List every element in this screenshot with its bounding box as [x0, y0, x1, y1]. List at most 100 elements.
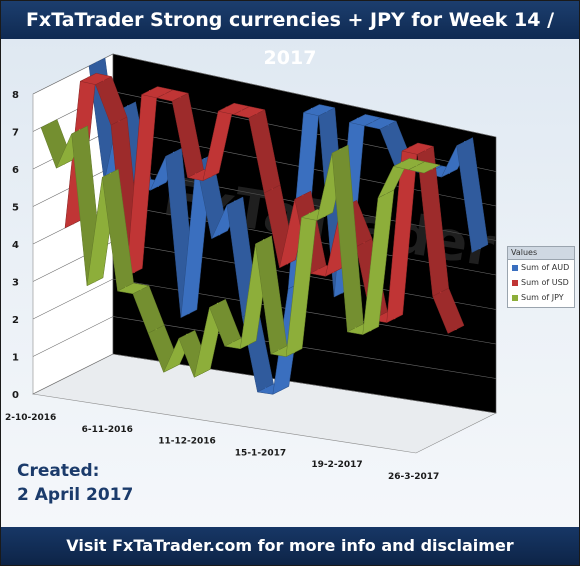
data-point: [308, 212, 310, 214]
data-point: [278, 349, 280, 351]
data-point: [400, 161, 402, 163]
y-tick-label: 5: [12, 203, 19, 214]
data-point: [341, 292, 343, 294]
data-point: [149, 90, 151, 92]
data-point: [409, 146, 411, 148]
data-point: [326, 111, 328, 113]
y-tick-label: 3: [12, 278, 19, 289]
data-point: [63, 163, 65, 165]
data-point: [286, 263, 289, 265]
data-point: [203, 158, 205, 160]
x-tick-label: 15-1-2017: [235, 448, 286, 458]
series-sum-of-jpy: [40, 119, 441, 378]
chart-legend: Values Sum of AUD Sum of USD Sum of JPY: [507, 246, 575, 308]
data-point: [103, 80, 105, 82]
data-point: [96, 61, 98, 63]
data-point: [372, 121, 374, 123]
data-point: [370, 330, 372, 332]
data-point: [133, 271, 135, 273]
data-point: [173, 151, 175, 153]
data-point: [186, 333, 188, 335]
data-point: [48, 122, 50, 125]
data-point: [332, 271, 334, 273]
data-point: [109, 172, 111, 174]
data-point: [356, 117, 358, 119]
data-point: [264, 387, 267, 389]
data-point: [225, 106, 227, 108]
created-date: 2 April 2017: [17, 485, 134, 505]
legend-item-aud: Sum of AUD: [508, 260, 574, 275]
data-point: [479, 247, 481, 250]
y-tick-label: 8: [12, 90, 19, 101]
legend-title: Values: [508, 247, 574, 260]
legend-label-aud: Sum of AUD: [521, 263, 570, 272]
x-tick-label: 2-10-2016: [5, 413, 56, 423]
data-point: [188, 313, 190, 315]
data-point: [140, 289, 142, 291]
gridline: [32, 316, 497, 379]
data-point: [171, 367, 173, 369]
data-point: [125, 286, 127, 288]
x-tick-label: 11-12-2016: [158, 437, 216, 447]
data-point: [394, 318, 396, 320]
x-tick-label: 6-11-2016: [82, 425, 133, 435]
y-tick-label: 2: [12, 315, 19, 326]
data-point: [201, 372, 203, 374]
data-point: [424, 149, 426, 151]
footer-link[interactable]: Visit FxTaTrader.com for more info and d…: [1, 527, 579, 565]
series-segment: [432, 287, 465, 334]
legend-swatch-aud: [512, 264, 518, 271]
data-point: [79, 129, 81, 131]
data-point: [464, 141, 466, 143]
data-point: [247, 344, 249, 346]
series-segment: [407, 161, 441, 174]
data-point: [317, 268, 319, 270]
gridline: [32, 53, 497, 138]
legend-swatch-jpy: [512, 294, 518, 301]
data-point: [293, 352, 295, 354]
y-tick-label: 1: [12, 353, 19, 364]
data-point: [127, 105, 129, 107]
data-point: [118, 120, 120, 122]
gridline: [32, 353, 497, 414]
created-label: Created:: [17, 461, 100, 481]
data-point: [195, 173, 197, 175]
y-tick-label: 6: [12, 165, 19, 176]
x-tick-label: 26-3-2017: [388, 472, 439, 482]
data-point: [339, 148, 341, 150]
legend-swatch-usd: [512, 279, 518, 286]
data-point: [234, 200, 236, 202]
data-point: [87, 76, 89, 78]
data-point: [363, 242, 365, 244]
series-segment: [456, 137, 489, 253]
data-point: [210, 176, 212, 178]
data-point: [448, 172, 450, 174]
legend-label-usd: Sum of USD: [521, 278, 569, 287]
data-point: [157, 185, 159, 187]
data-point: [155, 328, 157, 330]
data-point: [240, 109, 243, 112]
legend-label-jpy: Sum of JPY: [521, 293, 564, 302]
y-tick-label: 0: [12, 390, 19, 401]
data-point: [271, 188, 273, 190]
data-point: [302, 194, 304, 196]
x-tick-label: 19-2-2017: [311, 460, 362, 470]
data-point: [354, 327, 356, 329]
data-point: [387, 124, 389, 126]
data-point: [280, 389, 282, 391]
legend-item-jpy: Sum of JPY: [508, 290, 574, 305]
data-point: [324, 215, 326, 217]
legend-item-usd: Sum of USD: [508, 275, 574, 290]
page-title: FxTaTrader Strong currencies + JPY for W…: [1, 1, 579, 69]
y-tick-label: 4: [12, 240, 19, 251]
data-point: [262, 239, 265, 241]
data-point: [232, 341, 234, 343]
data-point: [455, 328, 457, 331]
data-point: [179, 96, 181, 98]
data-point: [416, 165, 418, 167]
data-point: [431, 168, 433, 170]
data-point: [216, 302, 219, 304]
data-point: [256, 113, 258, 115]
